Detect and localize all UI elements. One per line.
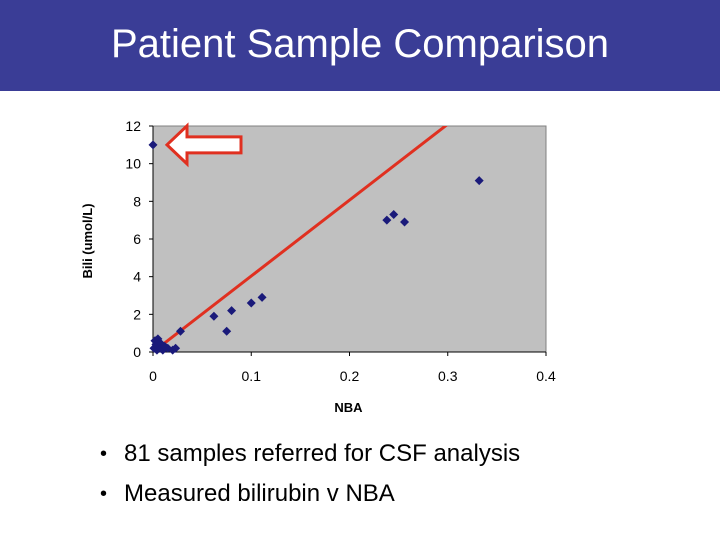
plot-area <box>152 125 547 353</box>
y-tick-label: 8 <box>133 193 141 209</box>
annotation-arrow <box>164 122 243 168</box>
data-point <box>171 343 181 353</box>
data-point <box>400 217 410 227</box>
data-point <box>246 298 256 308</box>
data-point <box>257 292 267 302</box>
bullet-item: Measured bilirubin v NBA <box>100 476 520 516</box>
bullet-item: 81 samples referred for CSF analysis <box>100 436 520 476</box>
y-tick-label: 6 <box>133 231 141 247</box>
y-tick-label: 12 <box>125 118 141 134</box>
x-tick-label: 0 <box>149 368 157 384</box>
trend-line <box>153 126 448 352</box>
x-tick-label: 0.1 <box>242 368 262 384</box>
data-point <box>474 176 484 186</box>
data-point <box>227 306 237 316</box>
x-tick-label: 0.3 <box>438 368 458 384</box>
y-axis-label: Bili (umol/L) <box>80 203 95 278</box>
data-point <box>389 210 399 220</box>
data-point <box>222 326 232 336</box>
y-tick-label: 2 <box>133 306 141 322</box>
slide-title: Patient Sample Comparison <box>110 22 610 66</box>
bullet-list: 81 samples referred for CSF analysis Mea… <box>100 436 520 516</box>
x-axis-label: NBA <box>334 400 363 415</box>
data-point <box>382 215 392 225</box>
data-point <box>176 326 186 336</box>
y-tick-label: 10 <box>125 156 141 172</box>
data-point <box>209 311 219 321</box>
y-tick-label: 4 <box>133 269 141 285</box>
x-tick-label: 0.2 <box>340 368 360 384</box>
data-point <box>148 140 158 150</box>
x-tick-label: 0.4 <box>536 368 556 384</box>
y-tick-label: 0 <box>133 344 141 360</box>
title-bar: Patient Sample Comparison <box>0 0 720 91</box>
